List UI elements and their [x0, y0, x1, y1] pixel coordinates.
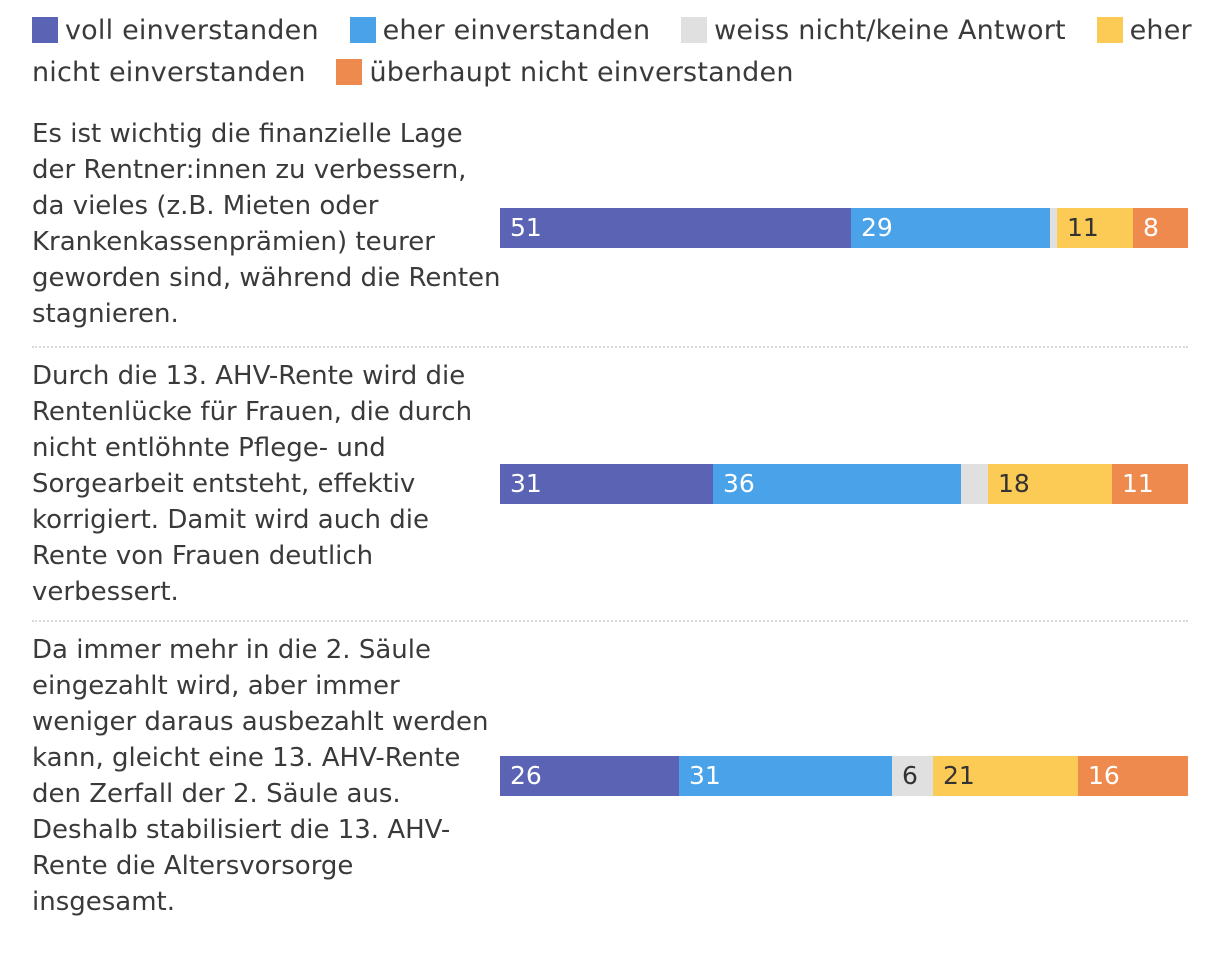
- row-divider: [32, 620, 1188, 622]
- bar-segment: [851, 208, 1050, 248]
- data-label: 31: [689, 761, 721, 790]
- data-label: 29: [861, 213, 893, 242]
- data-label: 31: [510, 469, 542, 498]
- legend-label: eher nicht einverstanden: [32, 15, 1192, 88]
- data-label: 8: [1143, 213, 1159, 242]
- legend-swatch: [349, 17, 376, 43]
- legend-item: weiss nicht/keine Antwort: [681, 15, 1088, 46]
- bar-segment: [892, 756, 933, 796]
- legend-label: eher einverstanden: [382, 15, 651, 46]
- bar-segment: [1112, 464, 1188, 504]
- data-label: 18: [998, 469, 1030, 498]
- row-label: Da immer mehr in die 2. Säule eingezahlt…: [32, 635, 489, 917]
- data-label: 11: [1067, 213, 1099, 242]
- row-divider: [32, 346, 1188, 348]
- bar-segment: [961, 464, 988, 504]
- data-label: 6: [902, 761, 918, 790]
- bar-segment: [500, 464, 713, 504]
- bar-segment: [500, 756, 679, 796]
- bar-segment: [679, 756, 892, 796]
- data-label: 51: [510, 213, 542, 242]
- bar-segment: [500, 208, 851, 248]
- legend-label: überhaupt nicht einverstanden: [369, 57, 794, 88]
- data-label: 26: [510, 761, 542, 790]
- legend-swatch: [336, 59, 363, 85]
- legend-item: überhaupt nicht einverstanden: [336, 57, 815, 88]
- bar-segment: [1078, 756, 1188, 796]
- data-label: 21: [943, 761, 975, 790]
- legend-label: voll einverstanden: [65, 15, 319, 46]
- data-label: 11: [1122, 469, 1154, 498]
- legend-swatch: [32, 17, 58, 43]
- row-label: Es ist wichtig die finanzielle Lage der …: [32, 119, 501, 329]
- bar-segment: [1057, 208, 1133, 248]
- legend: voll einverstanden eher einverstanden we…: [32, 10, 1202, 94]
- bar-segment: [988, 464, 1112, 504]
- legend-item: voll einverstanden: [32, 15, 341, 46]
- legend-swatch: [1096, 17, 1123, 43]
- bar-row: 31 36 18 11: [500, 464, 1188, 504]
- bar-segment: [933, 756, 1078, 796]
- legend-swatch: [681, 17, 708, 43]
- data-label: 36: [723, 469, 755, 498]
- legend-item: eher nicht einverstanden: [32, 15, 1192, 88]
- legend-item: eher einverstanden: [349, 15, 673, 46]
- data-label: 16: [1088, 761, 1120, 790]
- bar-row: 51 29 11 8: [500, 208, 1188, 248]
- bar-row: 26 31 6 21 16: [500, 756, 1188, 796]
- bar-segment: [1050, 208, 1057, 248]
- legend-label: weiss nicht/keine Antwort: [714, 15, 1066, 46]
- bar-segment: [713, 464, 961, 504]
- bar-segment: [1133, 208, 1188, 248]
- row-label: Durch die 13. AHV-Rente wird die Rentenl…: [32, 361, 473, 607]
